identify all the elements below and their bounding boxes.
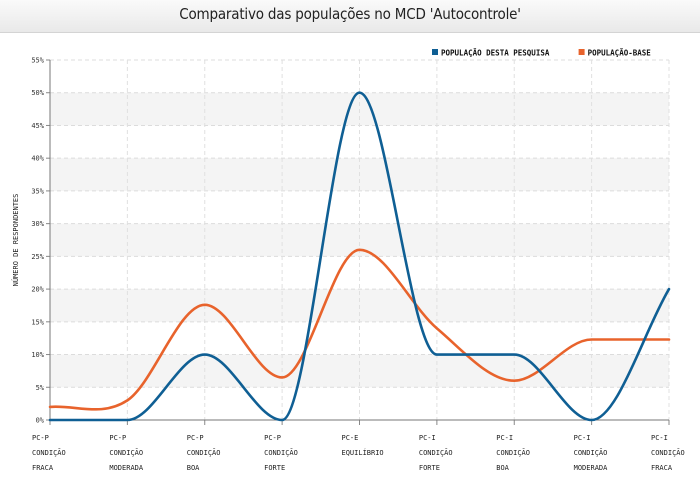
x-tick-label: FRACA	[651, 464, 673, 472]
x-tick-label: FORTE	[419, 464, 440, 472]
legend-label: POPULAÇÃO DESTA PESQUISA	[441, 49, 550, 58]
x-tick-label: BOA	[187, 464, 200, 472]
x-tick-label: PC-P	[264, 434, 281, 442]
y-tick-label: 0%	[36, 417, 45, 425]
x-tick-label: CONDIÇÃO	[264, 448, 298, 457]
x-tick-label: FORTE	[264, 464, 285, 472]
y-tick-label: 25%	[31, 253, 44, 261]
x-tick-label: PC-P	[32, 434, 49, 442]
y-tick-label: 15%	[31, 318, 44, 326]
x-tick-label: PC-I	[496, 434, 513, 442]
y-tick-label: 50%	[31, 89, 44, 97]
x-tick-label: MODERADA	[109, 464, 144, 472]
x-tick-label: FRACA	[32, 464, 54, 472]
y-tick-label: 5%	[36, 384, 45, 392]
y-tick-label: 35%	[31, 187, 44, 195]
x-tick-label: PC-I	[574, 434, 591, 442]
x-tick-label: CONDIÇÃO	[419, 448, 453, 457]
series-line-base	[48, 248, 671, 411]
x-tick-label: CONDIÇÃO	[187, 448, 221, 457]
x-tick-label: PC-I	[419, 434, 436, 442]
x-tick-label: PC-I	[651, 434, 668, 442]
legend-swatch	[578, 49, 585, 55]
x-tick-label: EQUILÍBRIO	[342, 448, 384, 457]
x-tick-label: PC-P	[109, 434, 126, 442]
x-tick-label: PC-E	[342, 434, 359, 442]
y-axis-title: NÚMERO DE RESPONDENTES	[11, 194, 20, 287]
y-tick-label: 30%	[31, 220, 44, 228]
x-tick-label: PC-P	[187, 434, 204, 442]
title-bar: Comparativo das populações no MCD 'Autoc…	[0, 0, 700, 33]
x-tick-label: CONDIÇÃO	[496, 448, 530, 457]
chart-title: Comparativo das populações no MCD 'Autoc…	[179, 5, 521, 23]
y-tick-label: 40%	[31, 155, 44, 163]
x-tick-label: BOA	[496, 464, 509, 472]
x-tick-label: MODERADA	[574, 464, 609, 472]
series-line-pesquisa	[48, 91, 671, 422]
x-tick-label: CONDIÇÃO	[574, 448, 608, 457]
x-tick-label: CONDIÇÃO	[651, 448, 685, 457]
legend-label: POPULAÇÃO-BASE	[588, 49, 652, 58]
x-tick-label: CONDIÇÃO	[32, 448, 66, 457]
y-tick-label: 45%	[31, 122, 44, 130]
y-tick-label: 55%	[31, 57, 44, 65]
x-tick-label: CONDIÇÃO	[109, 448, 143, 457]
legend-swatch	[432, 49, 438, 55]
y-tick-label: 10%	[31, 351, 44, 359]
y-tick-label: 20%	[31, 286, 44, 294]
